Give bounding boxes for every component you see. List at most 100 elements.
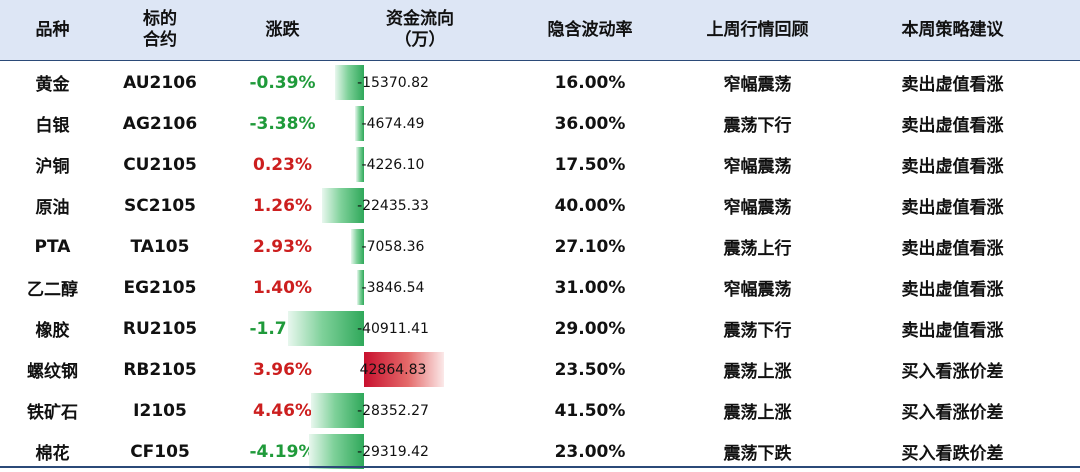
cell-variety: PTA bbox=[34, 236, 71, 257]
cell-strategy: 买入看跌价差 bbox=[901, 444, 1004, 464]
fund-outflow-bar bbox=[311, 393, 364, 428]
cell-implied-volatility: 27.10% bbox=[554, 236, 626, 257]
table-row: 乙二醇 EG2105 1.40% 31.00% 窄幅震荡 卖出虚值看涨 -3846.54 bbox=[0, 267, 1080, 308]
cell-strategy: 买入看涨价差 bbox=[901, 362, 1004, 382]
cell-review: 震荡上涨 bbox=[723, 362, 792, 382]
cell-contract: SC2105 bbox=[123, 195, 197, 216]
cell-strategy: 卖出虚值看涨 bbox=[901, 280, 1004, 300]
cell-change: 1.26% bbox=[253, 195, 312, 216]
cell-implied-volatility: 16.00% bbox=[554, 72, 626, 93]
cell-variety: 乙二醇 bbox=[27, 280, 78, 300]
cell-change: -3.38% bbox=[249, 113, 316, 134]
table-bottom-border bbox=[0, 466, 1080, 468]
cell-contract: CU2105 bbox=[123, 154, 197, 175]
cell-implied-volatility: 36.00% bbox=[554, 113, 626, 134]
fund-outflow-bar bbox=[350, 229, 364, 264]
cell-strategy: 买入看涨价差 bbox=[901, 403, 1004, 423]
cell-contract: RB2105 bbox=[123, 359, 197, 380]
cell-variety: 螺纹钢 bbox=[27, 362, 78, 382]
cell-strategy: 卖出虚值看涨 bbox=[901, 239, 1004, 259]
cell-review: 窄幅震荡 bbox=[723, 198, 792, 218]
cell-change: 1.40% bbox=[253, 277, 312, 298]
cell-review: 窄幅震荡 bbox=[723, 280, 792, 300]
fund-flow-value: -4226.10 bbox=[361, 156, 425, 173]
fund-flow-value: 42864.83 bbox=[359, 361, 427, 378]
cell-implied-volatility: 40.00% bbox=[554, 195, 626, 216]
cell-implied-volatility: 29.00% bbox=[554, 318, 626, 339]
cell-fund-flow: -29319.42 bbox=[309, 431, 452, 472]
cell-fund-flow: -7058.36 bbox=[350, 226, 452, 267]
cell-contract: I2105 bbox=[133, 400, 187, 421]
header-contract: 标的 合约 bbox=[143, 9, 177, 50]
fund-flow-value: -3846.54 bbox=[361, 279, 425, 296]
fund-inflow-bar bbox=[364, 352, 444, 387]
table-row: 原油 SC2105 1.26% 40.00% 窄幅震荡 卖出虚值看涨 -22435.33 bbox=[0, 185, 1080, 226]
fund-flow-value: -7058.36 bbox=[361, 238, 425, 255]
cell-variety: 沪铜 bbox=[35, 157, 70, 177]
cell-strategy: 卖出虚值看涨 bbox=[901, 198, 1004, 218]
cell-fund-flow: -28352.27 bbox=[311, 390, 452, 431]
cell-change: 4.46% bbox=[253, 400, 312, 421]
cell-strategy: 卖出虚值看涨 bbox=[901, 75, 1004, 95]
fund-outflow-bar bbox=[322, 188, 364, 223]
cell-contract: RU2105 bbox=[122, 318, 198, 339]
cell-variety: 铁矿石 bbox=[27, 403, 78, 423]
cell-review: 震荡下行 bbox=[723, 321, 792, 341]
cell-fund-flow: 42864.83 bbox=[352, 349, 452, 390]
table-row: 白银 AG2106 -3.38% 36.00% 震荡下行 卖出虚值看涨 -4674.49 bbox=[0, 103, 1080, 144]
cell-change: -4.19% bbox=[249, 441, 316, 462]
cell-variety: 白银 bbox=[35, 116, 70, 136]
cell-implied-volatility: 41.50% bbox=[554, 400, 626, 421]
cell-variety: 棉花 bbox=[35, 444, 70, 464]
fund-flow-value: -4674.49 bbox=[361, 115, 425, 132]
cell-change: 3.96% bbox=[253, 359, 312, 380]
table-row: 沪铜 CU2105 0.23% 17.50% 窄幅震荡 卖出虚值看涨 -4226.10 bbox=[0, 144, 1080, 185]
fund-flow-value: -22435.33 bbox=[357, 197, 429, 214]
cell-contract: TA105 bbox=[130, 236, 190, 257]
cell-review: 震荡上行 bbox=[723, 239, 792, 259]
cell-change: 2.93% bbox=[253, 236, 312, 257]
cell-variety: 原油 bbox=[35, 198, 70, 218]
fund-outflow-bar bbox=[309, 434, 364, 469]
cell-fund-flow: -40911.41 bbox=[287, 308, 452, 349]
cell-contract: CF105 bbox=[130, 441, 190, 462]
fund-outflow-bar bbox=[355, 106, 364, 141]
fund-flow-value: -29319.42 bbox=[357, 443, 429, 460]
cell-review: 震荡下行 bbox=[723, 116, 792, 136]
cell-change: -0.39% bbox=[249, 72, 316, 93]
cell-strategy: 卖出虚值看涨 bbox=[901, 157, 1004, 177]
table-row: 铁矿石 I2105 4.46% 41.50% 震荡上涨 买入看涨价差 -28352.27 bbox=[0, 390, 1080, 431]
cell-strategy: 卖出虚值看涨 bbox=[901, 321, 1004, 341]
cell-implied-volatility: 23.00% bbox=[554, 441, 626, 462]
cell-implied-volatility: 31.00% bbox=[554, 277, 626, 298]
fund-flow-value: -40911.41 bbox=[357, 320, 429, 337]
cell-variety: 黄金 bbox=[35, 75, 70, 95]
fund-flow-value: -15370.82 bbox=[357, 74, 429, 91]
header-variety: 品种 bbox=[35, 19, 70, 40]
cell-fund-flow: -22435.33 bbox=[322, 185, 452, 226]
fund-outflow-bar bbox=[287, 311, 364, 346]
header-implied-volatility: 隐含波动率 bbox=[547, 19, 633, 40]
fund-flow-value: -28352.27 bbox=[357, 402, 429, 419]
cell-fund-flow: -3846.54 bbox=[352, 267, 452, 308]
table-row: 螺纹钢 RB2105 3.96% 23.50% 震荡上涨 买入看涨价差 42864.83 bbox=[0, 349, 1080, 390]
fund-outflow-bar bbox=[356, 147, 364, 182]
cell-review: 窄幅震荡 bbox=[723, 75, 792, 95]
header-last-week-review: 上周行情回顾 bbox=[706, 19, 809, 40]
cell-implied-volatility: 17.50% bbox=[554, 154, 626, 175]
table-header: 品种 标的 合约 涨跌 资金流向 （万） 隐含波动率 上周行情回顾 本周策略建议 bbox=[0, 0, 1080, 61]
header-fund-flow: 资金流向 （万） bbox=[386, 9, 454, 50]
table-row: PTA TA105 2.93% 27.10% 震荡上行 卖出虚值看涨 -7058.36 bbox=[0, 226, 1080, 267]
cell-change: 0.23% bbox=[253, 154, 312, 175]
cell-contract: EG2105 bbox=[123, 277, 197, 298]
cell-review: 窄幅震荡 bbox=[723, 157, 792, 177]
cell-contract: AG2106 bbox=[122, 113, 198, 134]
cell-fund-flow: -4226.10 bbox=[352, 144, 452, 185]
fund-outflow-bar bbox=[335, 65, 364, 100]
cell-review: 震荡下跌 bbox=[723, 444, 792, 464]
table-row: 黄金 AU2106 -0.39% 16.00% 窄幅震荡 卖出虚值看涨 -15370.82 bbox=[0, 62, 1080, 103]
cell-contract: AU2106 bbox=[123, 72, 197, 93]
cell-variety: 橡胶 bbox=[35, 321, 70, 341]
table-row: 橡胶 RU2105 -1.71% 29.00% 震荡下行 卖出虚值看涨 -40911.41 bbox=[0, 308, 1080, 349]
